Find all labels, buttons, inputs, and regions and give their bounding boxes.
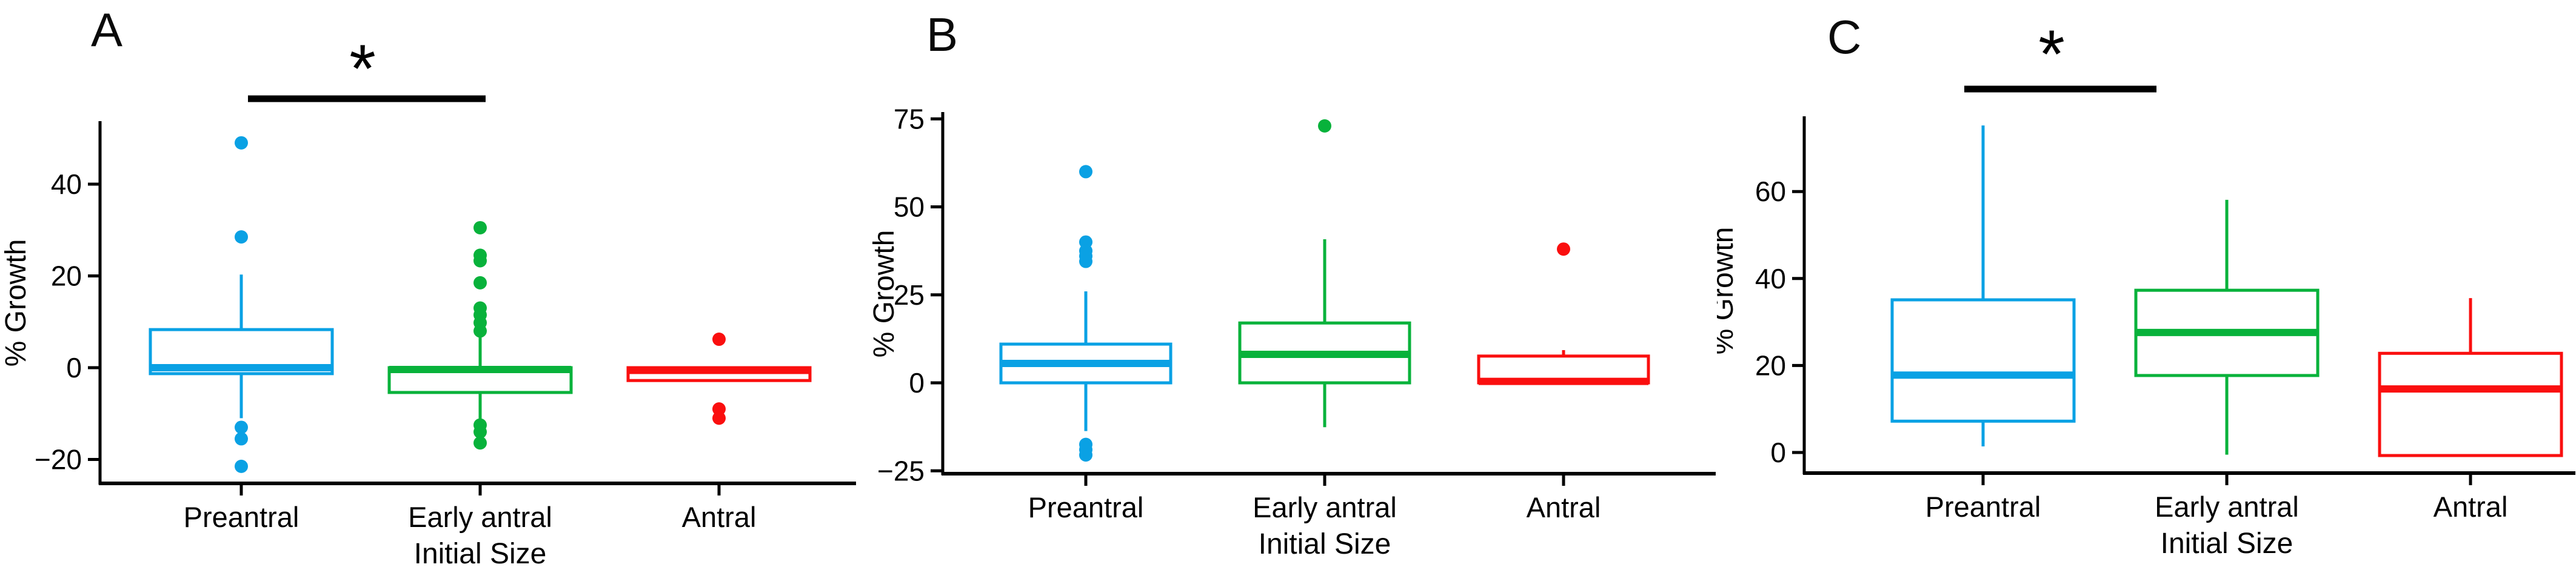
y-tick-label: 50 — [894, 191, 925, 223]
panel-c-letter: C — [1827, 10, 1862, 64]
panel-c: C 60 40 20 0 Preantral Early antral Antral Init… — [1717, 0, 2576, 570]
outlier-dot — [235, 432, 248, 446]
panel-a-letter: A — [91, 3, 123, 56]
iqr-box — [1890, 298, 2076, 423]
outlier-dot — [235, 420, 248, 434]
outlier-dot — [1079, 448, 1092, 462]
panel-b-letter: B — [926, 8, 958, 61]
y-tick-label: −25 — [877, 455, 925, 486]
outlier-dot — [235, 136, 248, 150]
box-a-3 — [626, 333, 812, 425]
y-tick-label: 0 — [1770, 437, 1786, 468]
x-category-label: Preantral — [1028, 491, 1144, 523]
x-axis-title: Initial Size — [2161, 528, 2293, 560]
outlier-dot — [712, 402, 726, 416]
outlier-dot — [712, 333, 726, 346]
outlier-dot — [1318, 119, 1331, 133]
x-category-label: Antral — [2434, 491, 2508, 523]
outlier-dot — [473, 220, 487, 234]
significance-asterisk: * — [349, 31, 376, 107]
outlier-dot — [473, 436, 487, 450]
box-c-1 — [1890, 125, 2076, 446]
y-tick-label: 0 — [66, 352, 82, 383]
outlier-dot — [473, 425, 487, 439]
x-category-label: Early antral — [1253, 491, 1397, 523]
x-axis-title: Initial Size — [1259, 528, 1391, 560]
y-axis-title: % Growth — [0, 239, 32, 367]
outlier-dot — [1079, 165, 1092, 179]
significance-asterisk: * — [2038, 16, 2065, 92]
outlier-dot — [1557, 242, 1570, 256]
box-b-3 — [1477, 242, 1650, 385]
y-axis-title: % Growth — [868, 230, 900, 358]
y-tick-label: 40 — [51, 168, 82, 200]
outlier-dot — [1079, 254, 1092, 268]
outlier-dot — [473, 276, 487, 290]
outlier-dot — [473, 254, 487, 268]
outlier-dot — [235, 230, 248, 244]
box-a-2 — [387, 220, 573, 450]
x-category-label: Antral — [1527, 491, 1601, 523]
x-category-label: Preantral — [1925, 491, 2041, 523]
outlier-dot — [473, 324, 487, 338]
panel-a-boxplot-svg: 40 20 0 −20 Preantral Early antral Antral Initi… — [0, 31, 856, 570]
panel-c-boxplot-svg: 60 40 20 0 Preantral Early antral Antral Initia… — [1717, 16, 2575, 560]
box-c-3 — [2378, 298, 2563, 457]
box-a-1 — [149, 136, 334, 473]
x-category-label: Preantral — [184, 501, 299, 533]
y-tick-label: 20 — [51, 260, 82, 292]
outlier-dot — [712, 411, 726, 425]
x-category-label: Antral — [682, 501, 757, 533]
box-b-2 — [1238, 119, 1411, 428]
x-category-label: Early antral — [2155, 491, 2299, 523]
y-tick-label: 20 — [1755, 350, 1786, 381]
panel-b: B 75 50 25 0 −25 Preantral Early antral Antral I… — [858, 0, 1718, 570]
panel-b-boxplot-svg: 75 50 25 0 −25 Preantral Early antral Antral Ini… — [868, 103, 1716, 560]
y-tick-label: 0 — [909, 367, 925, 399]
y-tick-label: 40 — [1755, 263, 1786, 294]
box-c-2 — [2134, 199, 2320, 455]
outlier-dot — [235, 459, 248, 473]
y-tick-label: 75 — [894, 103, 925, 134]
y-axis-title: % Growth — [1717, 227, 1739, 355]
y-tick-label: 60 — [1755, 176, 1786, 207]
y-tick-label: 25 — [894, 279, 925, 311]
x-axis-title: Initial Size — [414, 538, 547, 570]
y-tick-label: −20 — [35, 444, 82, 476]
panel-a: A 40 20 0 −20 Preantral Early antral Antral Ini… — [0, 0, 859, 570]
box-b-1 — [999, 165, 1173, 462]
x-category-label: Early antral — [408, 501, 552, 533]
iqr-box — [2378, 351, 2563, 457]
